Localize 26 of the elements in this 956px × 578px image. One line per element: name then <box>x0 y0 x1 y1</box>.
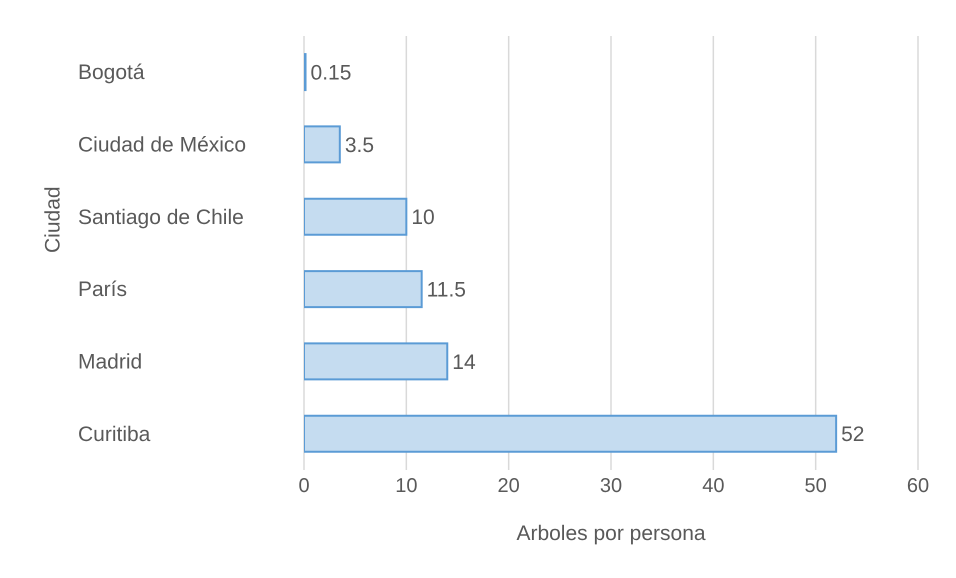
data-label: 3.5 <box>344 134 374 157</box>
x-tick-label: 50 <box>804 475 827 498</box>
bar <box>304 270 423 308</box>
y-tick-label: Curitiba <box>78 422 151 446</box>
y-tick-label: Madrid <box>78 350 142 374</box>
data-label: 0.15 <box>310 62 352 85</box>
data-label: 10 <box>411 206 435 230</box>
bar <box>304 342 448 380</box>
x-tick-label: 0 <box>298 475 310 498</box>
x-tick-label: 30 <box>600 475 622 498</box>
y-tick-label: Santiago de Chile <box>78 206 244 229</box>
data-label: 52 <box>841 423 864 446</box>
y-tick-label: Bogotá <box>78 61 145 84</box>
y-tick-label: París <box>78 278 128 302</box>
y-axis-title: Ciudad <box>41 186 64 253</box>
bar <box>304 414 838 453</box>
x-tick-label: 40 <box>702 475 724 498</box>
bar <box>304 198 408 236</box>
data-label: 14 <box>452 350 476 374</box>
data-label: 11.5 <box>426 278 466 302</box>
bar <box>304 125 341 164</box>
x-tick-label: 20 <box>498 475 520 498</box>
x-tick-label: 10 <box>395 475 418 498</box>
x-axis-title: Arboles por persona <box>516 522 706 545</box>
y-tick-label: Ciudad de México <box>78 134 246 156</box>
x-tick-label: 60 <box>906 475 930 498</box>
